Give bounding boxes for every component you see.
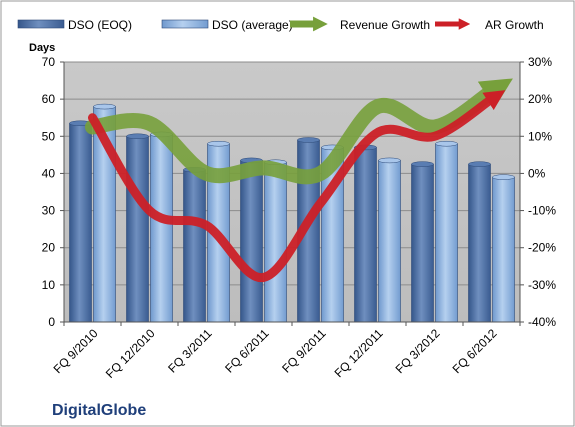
y2-tick-label: 10%: [528, 129, 552, 143]
bar-dso-average: [378, 160, 401, 323]
y2-tick-label: 20%: [528, 92, 552, 106]
bar-dso-eoq: [183, 169, 206, 323]
legend: DSO (EOQ) DSO (average) Revenue Growth AR G…: [17, 16, 544, 32]
bar-cap: [411, 161, 434, 167]
bar-dso-eoq: [69, 122, 92, 323]
legend-swatch: [161, 19, 209, 29]
bar-dso-eoq: [240, 160, 263, 323]
left-axis-ticks: 0 10 20 30 40 50 60 70: [42, 55, 64, 329]
bar-dso-average: [492, 176, 515, 323]
revenue-growth-line: [85, 78, 513, 185]
y2-tick-label: -40%: [528, 315, 556, 329]
y-tick-label: 20: [42, 241, 56, 255]
right-axis-ticks: -40% -30% -20% -10% 0% 10% 20% 30%: [520, 55, 556, 329]
company-name: DigitalGlobe: [52, 402, 146, 419]
bar-cap: [468, 161, 491, 167]
bar-dso-average: [150, 134, 173, 323]
legend-label: AR Growth: [485, 18, 544, 32]
bar-cap: [126, 133, 149, 140]
bar-cap: [207, 140, 230, 147]
bar-dso-eoq: [468, 163, 491, 323]
y2-tick-label: -30%: [528, 278, 556, 292]
bar-dso-eoq: [411, 163, 434, 323]
bar-cap: [435, 140, 458, 147]
y-tick-label: 30: [42, 204, 56, 218]
bar-dso-average: [435, 143, 458, 323]
y-tick-label: 0: [48, 315, 55, 329]
legend-swatch: [17, 19, 65, 29]
y-tick-label: 50: [42, 129, 56, 143]
bar-dso-eoq: [354, 147, 377, 323]
y2-tick-label: -20%: [528, 241, 556, 255]
bar-cap: [93, 103, 116, 110]
y2-tick-label: 30%: [528, 55, 552, 69]
y2-tick-label: 0%: [528, 166, 546, 180]
bar-cap: [297, 137, 320, 143]
bar-dso-eoq: [126, 135, 149, 323]
legend-label: DSO (EOQ): [68, 18, 132, 32]
y-axis-label: Days: [29, 42, 55, 54]
growth-lines: [85, 78, 513, 282]
legend-label: DSO (average): [212, 18, 293, 32]
y-tick-label: 60: [42, 92, 56, 106]
y-tick-label: 70: [42, 55, 56, 69]
y2-tick-label: -10%: [528, 204, 556, 218]
y-tick-label: 10: [42, 278, 56, 292]
legend-label: Revenue Growth: [340, 18, 430, 32]
bar-dso-average: [264, 161, 287, 323]
bar-cap: [378, 157, 401, 164]
bar-cap: [492, 174, 515, 180]
y-tick-label: 40: [42, 166, 56, 180]
ar-growth-line: [88, 90, 506, 282]
